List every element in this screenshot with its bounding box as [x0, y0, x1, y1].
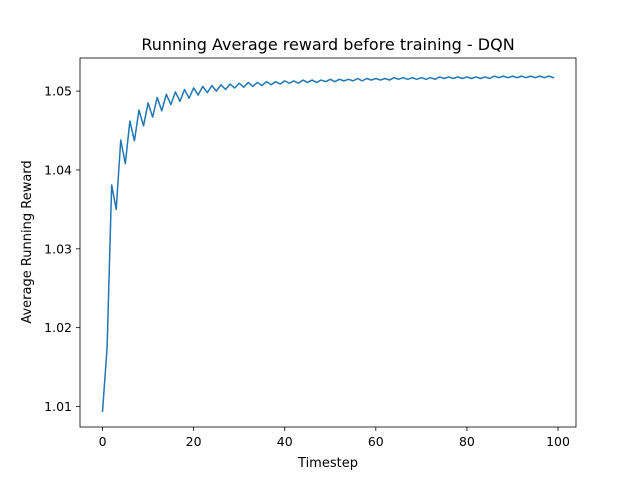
x-tick-label: 0	[99, 434, 107, 449]
y-tick-label: 1.02	[44, 320, 72, 335]
y-tick-label: 1.01	[44, 399, 72, 414]
axes-frame	[79, 57, 577, 428]
series-line-0	[101, 75, 555, 413]
y-tick-label: 1.03	[44, 241, 72, 256]
x-tick-label: 80	[459, 434, 475, 449]
y-tick-label: 1.04	[44, 162, 72, 177]
x-tick-label: 20	[186, 434, 202, 449]
plot-area: 0 20 40 60 80 100 1.01 1.02 1.03 1.04 1.05	[44, 57, 577, 449]
x-tick-label: 100	[546, 434, 570, 449]
x-tick-label: 40	[277, 434, 293, 449]
y-axis-label: Average Running Reward	[20, 160, 35, 323]
x-tick-label: 60	[368, 434, 384, 449]
x-axis-label: Timestep	[297, 456, 358, 471]
chart-title: Running Average reward before training -…	[141, 35, 514, 54]
y-tick-label: 1.05	[44, 84, 72, 99]
